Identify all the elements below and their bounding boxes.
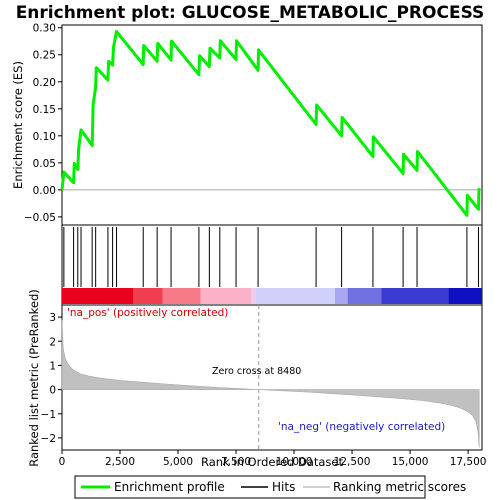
- x-axis-label: Rank in Ordered Dataset: [201, 455, 344, 469]
- x-axis: 0 2,500 5,000 7,500 10,000 12,500 15,000 17,500: [59, 450, 487, 468]
- es-y-axis-label: Enrichment score (ES): [11, 61, 25, 189]
- heat-band-segment: [200, 288, 251, 304]
- legend: Enrichment profile Hits Ranking metric s…: [74, 475, 466, 499]
- es-y-tick-label: −0.05: [24, 212, 56, 224]
- x-tick-label: 10,000: [276, 456, 313, 468]
- es-y-tick-label: 0.20: [33, 77, 56, 89]
- metric-y-tick-label: 2: [49, 336, 56, 348]
- es-panel: −0.05 0.00 0.05 0.10 0.15 0.20 0.25 0.30: [24, 23, 482, 224]
- metric-y-tick-label: 3: [49, 312, 56, 324]
- heat-band-segment: [381, 288, 449, 304]
- metric-y-tick-label: 0: [49, 385, 56, 397]
- legend-entry-metric: Ranking metric scores: [333, 480, 466, 494]
- es-panel-frame: [61, 24, 483, 226]
- x-tick-label: 15,000: [392, 456, 429, 468]
- x-tick-label: 7,500: [221, 456, 251, 468]
- heat-band-segment: [335, 288, 348, 304]
- hits-panel: [62, 227, 482, 304]
- es-y-tick-label: 0.30: [33, 23, 56, 35]
- x-tick-label: 12,500: [334, 456, 371, 468]
- metric-y-axis-label: Ranked list metric (PreRanked): [27, 289, 41, 467]
- es-y-tick-label: 0.25: [33, 50, 56, 62]
- metric-y-tick-label: 1: [49, 360, 56, 372]
- metric-y-tick-label: −2: [41, 433, 56, 445]
- heat-band-segment: [347, 288, 382, 304]
- legend-entry-enrichment: Enrichment profile: [114, 480, 225, 494]
- x-tick-label: 5,000: [163, 456, 193, 468]
- ranking-metric-area: [61, 319, 480, 448]
- es-y-tick-label: 0.10: [33, 131, 56, 143]
- heat-band-segment: [62, 288, 134, 304]
- heat-band-segment: [255, 288, 335, 304]
- x-tick-label: 17,500: [450, 456, 487, 468]
- legend-entry-hits: Hits: [272, 480, 295, 494]
- heat-band-segment: [133, 288, 163, 304]
- heat-band-segment: [162, 288, 201, 304]
- neg-correlated-label: 'na_neg' (negatively correlated): [278, 421, 445, 433]
- es-y-tick-label: 0.05: [33, 158, 56, 170]
- es-y-tick-label: 0.15: [33, 104, 56, 116]
- pos-correlated-label: 'na_pos' (positively correlated): [67, 307, 228, 319]
- metric-panel: −2 −1 0 1 2 3: [41, 305, 480, 450]
- x-tick-label: 0: [59, 456, 66, 468]
- chart-title: Enrichment plot: GLUCOSE_METABOLIC_PROCE…: [16, 3, 485, 23]
- x-tick-label: 2,500: [105, 456, 135, 468]
- heat-band-segment: [251, 288, 256, 304]
- zero-cross-label: Zero cross at 8480: [212, 366, 301, 377]
- heat-band-segment: [448, 288, 482, 304]
- es-y-tick-label: 0.00: [33, 185, 56, 197]
- enrichment-profile-line: [60, 30, 481, 217]
- metric-y-tick-label: −1: [41, 409, 56, 421]
